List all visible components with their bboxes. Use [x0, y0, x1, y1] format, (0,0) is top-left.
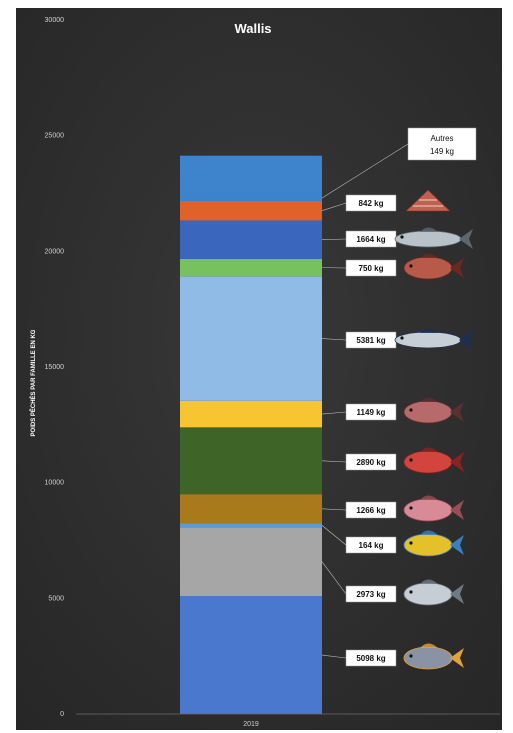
red-snapper-icon — [403, 447, 464, 474]
y-tick-label: 0 — [60, 711, 64, 718]
leader-line — [321, 525, 347, 546]
value-label-box — [345, 453, 397, 471]
leader-line — [321, 654, 347, 659]
value-label-box — [345, 585, 397, 603]
mahi-mahi-icon — [403, 530, 464, 557]
bar-segment — [180, 155, 322, 198]
bar-segment — [180, 527, 322, 597]
value-label-box — [345, 536, 397, 554]
value-label: 2973 kg — [356, 590, 385, 599]
chart-title: Wallis — [234, 21, 271, 36]
value-label: 1266 kg — [356, 506, 385, 515]
value-callouts: 5098 kg 2973 kg 164 kg 1266 kg 2890 kg 1149 k… — [321, 127, 477, 670]
bar-segment — [180, 258, 322, 277]
series-name-label: Autres — [430, 134, 453, 143]
value-label: 1664 kg — [356, 235, 385, 244]
bar-segment — [180, 200, 322, 221]
y-tick-label: 20000 — [45, 248, 65, 255]
grouper-icon — [403, 253, 464, 280]
leader-line — [321, 338, 347, 341]
y-tick-label: 5000 — [48, 595, 64, 602]
bar-segment — [180, 276, 322, 401]
leader-line — [321, 202, 347, 211]
x-tick-label: 2019 — [243, 721, 259, 728]
value-label: 842 kg — [359, 199, 384, 208]
bar-segment — [180, 523, 322, 528]
value-label: 2890 kg — [356, 458, 385, 467]
chart-frame: Wallis POIDS PÊCHÉS PAR FAMILLE EN KG 0 5… — [16, 8, 502, 730]
value-label: 5098 kg — [356, 654, 385, 663]
emperor-fish-icon — [403, 397, 464, 424]
y-tick-label: 15000 — [45, 364, 65, 371]
value-label: 149 kg — [430, 147, 454, 156]
y-axis: 0 5000 10000 15000 20000 25000 30000 — [45, 17, 65, 718]
value-label-box — [345, 194, 397, 212]
y-tick-label: 25000 — [45, 133, 65, 140]
bar-segment — [180, 494, 322, 524]
bar-segment — [180, 400, 322, 428]
leader-line — [321, 561, 347, 595]
y-tick-label: 10000 — [45, 480, 65, 487]
trochus-shell-icon — [405, 189, 451, 212]
barracuda-icon — [394, 227, 473, 249]
bar-segment — [180, 427, 322, 495]
value-label: 164 kg — [359, 541, 384, 550]
value-label: 5381 kg — [356, 336, 385, 345]
leader-line — [321, 508, 347, 511]
value-label-box — [407, 127, 477, 161]
stacked-bar-chart: Wallis POIDS PÊCHÉS PAR FAMILLE EN KG 0 5… — [16, 8, 502, 730]
bar-segment — [180, 596, 322, 714]
value-label-box — [345, 649, 397, 667]
leader-line — [321, 238, 347, 240]
bar-segment — [180, 197, 322, 201]
trevally-icon — [403, 579, 464, 606]
leader-line — [321, 411, 347, 415]
value-label: 750 kg — [359, 264, 384, 273]
tuna-icon — [394, 328, 473, 350]
bar-segments — [180, 155, 322, 714]
value-label-box — [345, 403, 397, 421]
value-label-box — [345, 501, 397, 519]
bar-segment — [180, 220, 322, 259]
value-label-box — [345, 259, 397, 277]
surgeonfish-icon — [403, 643, 464, 670]
leader-line — [321, 460, 347, 463]
leader-line — [321, 143, 409, 199]
pink-snapper-icon — [403, 495, 464, 522]
value-label: 1149 kg — [357, 408, 386, 417]
y-tick-label: 30000 — [45, 17, 65, 24]
y-axis-label: POIDS PÊCHÉS PAR FAMILLE EN KG — [29, 329, 37, 436]
